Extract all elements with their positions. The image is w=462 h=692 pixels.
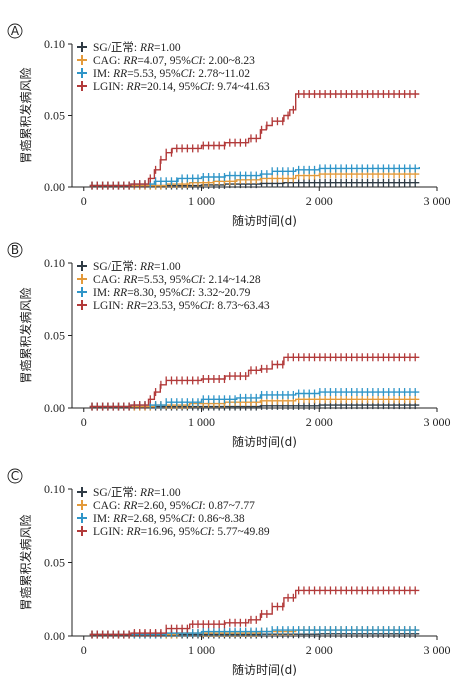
x-tick-label: 1 000 xyxy=(188,415,215,429)
x-axis-title: 随访时间(d) xyxy=(232,434,297,449)
legend-entry: SG/正常: RR=1.00 xyxy=(93,41,181,54)
legend-entry: CAG: RR=4.07, 95%CI: 2.00~8.23 xyxy=(93,55,255,67)
panel-label-circle xyxy=(7,468,23,484)
legend-entry: CAG: RR=2.60, 95%CI: 0.87~7.77 xyxy=(93,500,255,512)
x-tick-label: 2 000 xyxy=(306,194,333,208)
panel-label-circle xyxy=(7,242,23,258)
legend-entry: LGIN: RR=20.14, 95%CI: 9.74~41.63 xyxy=(93,81,270,93)
x-tick-label: 3 000 xyxy=(424,415,451,429)
chart-panel-a: A 0.00 0.05 0.10 0 1 000 2 000 3 000 胃癌累积发病风险随访时… xyxy=(7,23,451,228)
x-axis-title: 随访时间(d) xyxy=(232,213,297,228)
series-line-lgin xyxy=(89,589,420,636)
series-line-lgin xyxy=(89,93,420,187)
y-axis-title: 胃癌累积发病风险 xyxy=(18,67,33,163)
y-tick-label: 0.05 xyxy=(44,109,65,123)
panel-label: C xyxy=(11,469,19,483)
legend-entry: CAG: RR=5.53, 95%CI: 2.14~14.28 xyxy=(93,274,261,286)
legend-entry: LGIN: RR=23.53, 95%CI: 8.73~63.43 xyxy=(93,300,270,312)
legend-entry: SG/正常: RR=1.00 xyxy=(93,486,181,499)
x-tick-label: 0 xyxy=(81,643,87,657)
x-tick-label: 1 000 xyxy=(188,194,215,208)
panel-label: A xyxy=(11,24,20,38)
x-tick-label: 3 000 xyxy=(424,643,451,657)
chart-panel-b: B 0.00 0.05 0.10 0 1 000 2 000 3 000 胃癌累积发病风险随访时… xyxy=(7,242,451,449)
legend-entry: IM: RR=5.53, 95%CI: 2.78~11.02 xyxy=(93,68,250,80)
x-tick-label: 0 xyxy=(81,194,87,208)
y-tick-label: 0.00 xyxy=(44,401,65,415)
x-tick-label: 3 000 xyxy=(424,194,451,208)
y-tick-label: 0.10 xyxy=(44,482,65,496)
x-axis-title: 随访时间(d) xyxy=(232,662,297,677)
y-tick-label: 0.05 xyxy=(44,329,65,343)
x-tick-label: 2 000 xyxy=(306,415,333,429)
legend-entry: IM: RR=8.30, 95%CI: 3.32~20.79 xyxy=(93,287,251,299)
x-tick-label: 2 000 xyxy=(306,643,333,657)
y-tick-label: 0.00 xyxy=(44,180,65,194)
y-axis-title: 胃癌累积发病风险 xyxy=(18,287,33,383)
panel-label: B xyxy=(11,243,19,257)
y-axis-title: 胃癌累积发病风险 xyxy=(18,514,33,610)
y-tick-label: 0.10 xyxy=(44,256,65,270)
chart-panel-c: C 0.00 0.05 0.10 0 1 000 2 000 3 000 胃癌累积发病风险随访时… xyxy=(7,468,451,677)
legend-entry: SG/正常: RR=1.00 xyxy=(93,260,181,273)
y-tick-label: 0.00 xyxy=(44,629,65,643)
y-tick-label: 0.05 xyxy=(44,556,65,570)
y-tick-label: 0.10 xyxy=(44,37,65,51)
panel-label-circle xyxy=(7,23,23,39)
legend-entry: LGIN: RR=16.96, 95%CI: 5.77~49.89 xyxy=(93,526,270,538)
legend-entry: IM: RR=2.68, 95%CI: 0.86~8.38 xyxy=(93,513,245,525)
x-tick-label: 1 000 xyxy=(188,643,215,657)
x-tick-label: 0 xyxy=(81,415,87,429)
